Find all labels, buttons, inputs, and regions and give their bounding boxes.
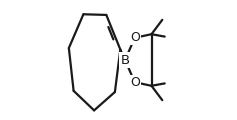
Text: O: O <box>130 31 140 44</box>
Text: B: B <box>121 54 130 66</box>
Text: O: O <box>130 76 140 89</box>
